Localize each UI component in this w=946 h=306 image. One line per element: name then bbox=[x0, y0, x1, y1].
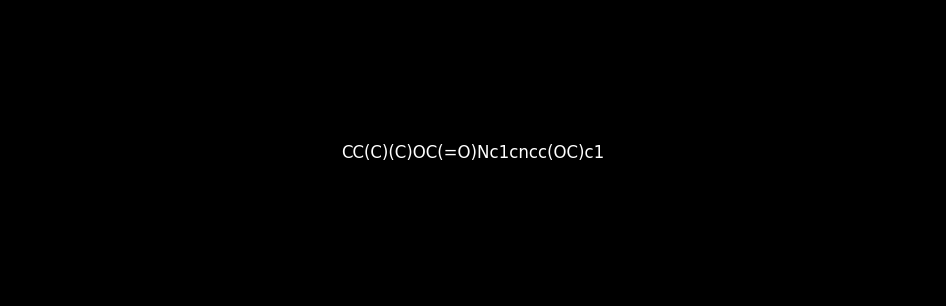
Text: CC(C)(C)OC(=O)Nc1cncc(OC)c1: CC(C)(C)OC(=O)Nc1cncc(OC)c1 bbox=[342, 144, 604, 162]
